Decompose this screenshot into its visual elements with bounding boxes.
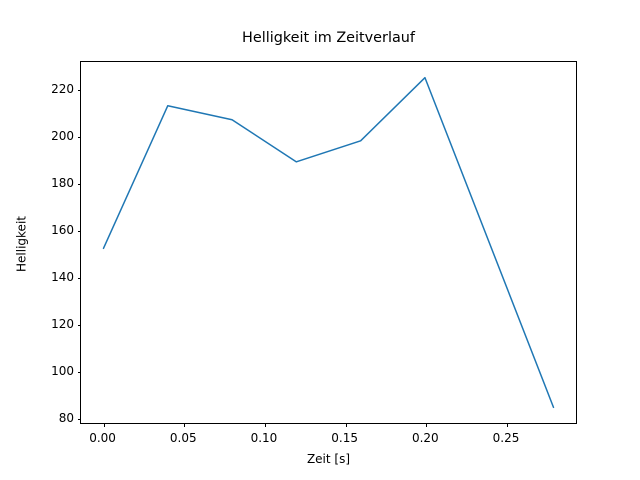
x-tick-mark xyxy=(345,423,347,427)
data-line-helligkeit xyxy=(102,76,555,409)
y-tick-label: 180 xyxy=(51,175,74,190)
x-tick-label: 0.00 xyxy=(89,431,116,445)
y-axis-label: Helligkeit xyxy=(14,215,29,272)
y-tick-label: 160 xyxy=(51,222,74,237)
x-tick-label: 0.25 xyxy=(492,431,520,445)
x-tick-mark xyxy=(184,423,186,427)
y-tick-label: 100 xyxy=(51,363,74,378)
y-tick-label: 80 xyxy=(58,410,74,425)
line-series-svg xyxy=(102,76,555,409)
y-tick-mark xyxy=(77,89,81,91)
y-tick-label: 220 xyxy=(51,81,74,96)
y-tick-label: 140 xyxy=(51,269,74,284)
x-tick-label: 0.10 xyxy=(250,431,278,445)
x-tick-label: 0.20 xyxy=(411,431,439,445)
y-tick-mark xyxy=(77,183,81,185)
x-tick-mark xyxy=(507,423,508,427)
x-tick-mark xyxy=(103,423,105,427)
y-tick-mark xyxy=(77,230,81,232)
x-tick-label: 0.15 xyxy=(331,431,358,445)
y-axis-label-container: Helligkeit xyxy=(0,61,29,424)
y-tick-mark xyxy=(77,277,81,279)
plot-area xyxy=(77,61,577,427)
y-tick-mark xyxy=(77,136,81,138)
y-tick-mark xyxy=(77,324,81,326)
chart-title: Helligkeit im Zeitverlauf xyxy=(242,30,415,46)
y-tick-label: 200 xyxy=(51,128,74,143)
x-axis-label: Zeit [s] xyxy=(306,452,351,466)
y-tick-mark xyxy=(77,418,81,420)
x-tick-label: 0.05 xyxy=(169,431,197,445)
x-tick-mark xyxy=(264,423,266,427)
x-tick-mark xyxy=(426,423,428,427)
y-tick-label: 120 xyxy=(51,316,74,331)
y-tick-mark xyxy=(77,371,81,373)
